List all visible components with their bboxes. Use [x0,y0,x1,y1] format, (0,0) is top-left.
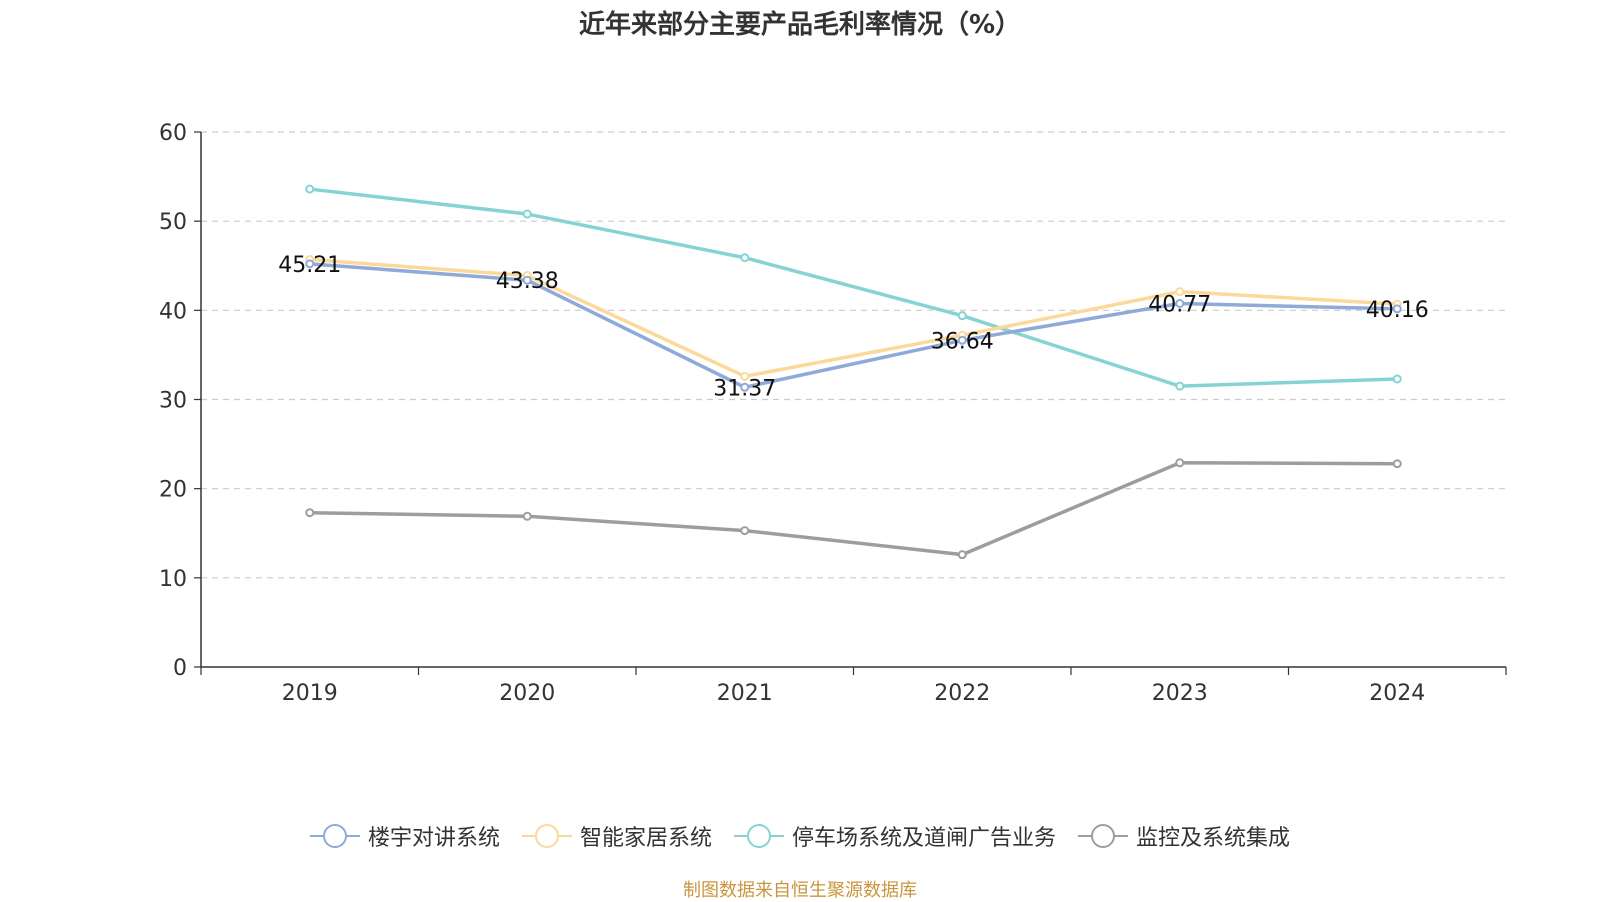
legend-item-4[interactable]: 监控及系统集成 [1078,820,1290,852]
chart-legend: 楼宇对讲系统 智能家居系统 停车场系统及道闸广告业务 监控及系统集成 [0,820,1600,852]
y-tick-label: 0 [173,656,187,681]
data-point [957,335,967,345]
legend-item-2[interactable]: 智能家居系统 [521,820,712,852]
data-point [1175,287,1185,297]
data-label: 36.64 [931,329,994,354]
chart-title: 近年来部分主要产品毛利率情况（%） [578,10,1022,40]
legend-marker-icon [1078,824,1129,848]
legend-label: 楼宇对讲系统 [367,826,500,851]
x-tick-label: 2019 [282,681,338,706]
data-point [1392,304,1402,314]
series-line-2 [309,257,1398,379]
data-point [305,259,315,269]
source-note: 制图数据来自恒生聚源数据库 [683,880,917,901]
x-tick-label: 2020 [499,681,555,706]
y-tick-label: 60 [159,121,187,146]
y-tick-label: 30 [159,389,187,414]
data-label: 43.38 [496,269,559,294]
legend-marker-icon [309,824,360,848]
data-point [1175,458,1185,468]
data-point [522,275,532,285]
legend-item-3[interactable]: 停车场系统及道闸广告业务 [734,820,1056,852]
data-point [740,253,750,263]
series-line-4 [309,461,1398,557]
series-line-1 [309,262,1398,390]
data-label: 45.21 [278,253,341,278]
x-tick-label: 2024 [1369,681,1425,706]
data-label: 31.37 [713,376,776,401]
legend-item-1[interactable]: 楼宇对讲系统 [309,820,500,852]
line-chart: 0 10 20 30 40 50 60 2019 2020 2021 2022 2023 2024 45.… [159,121,1507,706]
data-point [522,511,532,521]
series-line-3 [309,187,1398,388]
data-label: 40.16 [1366,298,1429,323]
data-point [305,508,315,518]
x-tick-label: 2021 [717,681,773,706]
legend-marker-icon [521,824,572,848]
data-point [1392,374,1402,384]
data-point [740,382,750,392]
y-tick-label: 10 [159,567,187,592]
y-tick-label: 40 [159,299,187,324]
data-point [740,371,750,381]
data-point [305,184,315,194]
x-tick-label: 2023 [1152,681,1208,706]
legend-marker-icon [734,824,784,848]
data-point [740,526,750,536]
data-point [957,550,967,560]
legend-label: 停车场系统及道闸广告业务 [792,826,1057,851]
y-tick-label: 20 [159,478,187,503]
y-tick-label: 50 [159,210,187,235]
data-point [1175,381,1185,391]
data-label: 40.77 [1148,292,1211,317]
data-point [957,311,967,321]
data-point [1392,459,1402,469]
x-tick-label: 2022 [934,681,990,706]
legend-label: 监控及系统集成 [1136,826,1291,851]
data-point [522,209,532,219]
data-point [1175,298,1185,308]
legend-label: 智能家居系统 [579,826,712,851]
